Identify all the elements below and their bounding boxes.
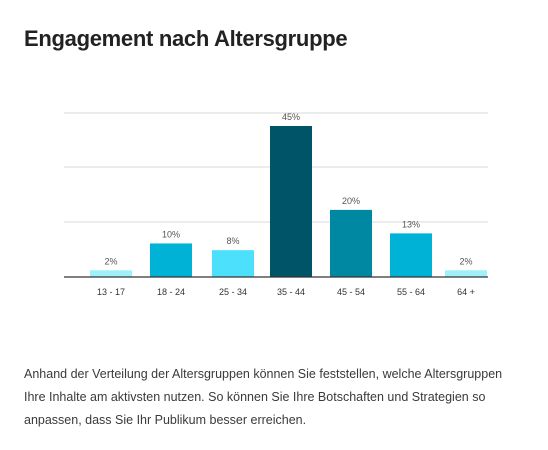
bar-25-34	[212, 250, 254, 277]
labels: 2% 13 - 17 10% 18 - 24 8% 25 - 34 45% 35 - 44 20…	[97, 112, 475, 297]
bar-13-17	[90, 270, 132, 277]
x-tick-label: 64 +	[457, 287, 475, 297]
x-tick-label: 35 - 44	[277, 287, 305, 297]
chart-description: Anhand der Verteilung der Altersgruppen …	[24, 367, 503, 427]
x-tick-label: 13 - 17	[97, 287, 125, 297]
bar-55-64	[390, 233, 432, 277]
x-tick-label: 45 - 54	[337, 287, 365, 297]
data-label: 13%	[402, 219, 420, 229]
data-label: 2%	[459, 256, 472, 266]
x-tick-label: 18 - 24	[157, 287, 185, 297]
data-label: 20%	[342, 196, 360, 206]
bar-45-54	[330, 209, 372, 277]
data-label: 10%	[162, 229, 180, 239]
x-tick-label: 55 - 64	[397, 287, 425, 297]
chart-title: Engagement nach Altersgruppe	[24, 26, 348, 51]
data-label: 8%	[226, 236, 239, 246]
bar-64plus	[445, 270, 487, 277]
bar-chart: 2% 13 - 17 10% 18 - 24 8% 25 - 34 45% 35 - 44 20…	[64, 112, 488, 297]
data-label: 45%	[282, 112, 300, 122]
bars	[90, 126, 487, 277]
bar-18-24	[150, 243, 192, 277]
data-label: 2%	[104, 256, 117, 266]
bar-35-44	[270, 126, 312, 277]
x-tick-label: 25 - 34	[219, 287, 247, 297]
